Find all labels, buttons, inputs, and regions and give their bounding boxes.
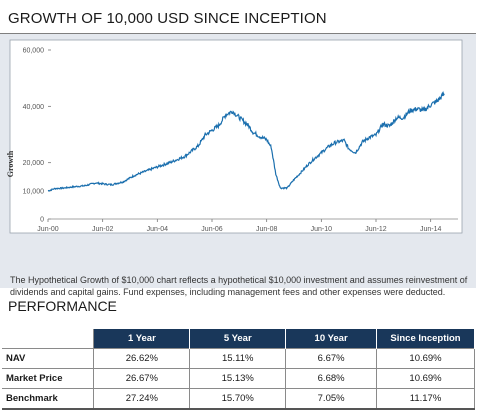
table-header-row: 1 Year 5 Year 10 Year Since Inception bbox=[2, 329, 475, 349]
table-row: Benchmark 27.24% 15.70% 7.05% 11.17% bbox=[2, 388, 475, 410]
growth-chart: Growth 0 10,000 20,000 40,000 60,000 Jun-00 Ju… bbox=[6, 39, 463, 234]
x-tick-label: Jun-00 bbox=[37, 226, 59, 233]
y-tick-label: 0 bbox=[40, 217, 44, 224]
x-tick-label: Jun-10 bbox=[311, 226, 333, 233]
y-axis-label: Growth bbox=[6, 150, 15, 177]
column-header-5-year: 5 Year bbox=[189, 329, 287, 349]
column-header-1-year: 1 Year bbox=[93, 329, 191, 349]
table-row: NAV 26.62% 15.11% 6.67% 10.69% bbox=[2, 348, 475, 369]
plot-background bbox=[9, 39, 463, 234]
row-label-benchmark: Benchmark bbox=[2, 388, 95, 410]
table-cell: 6.67% bbox=[285, 348, 378, 369]
table-cell: 10.69% bbox=[376, 368, 475, 389]
chart-footnote: The Hypothetical Growth of $10,000 chart… bbox=[10, 275, 468, 297]
table-cell: 10.69% bbox=[376, 348, 475, 369]
table-cell: 7.05% bbox=[285, 388, 378, 410]
x-tick-label: Jun-04 bbox=[147, 226, 169, 233]
row-label-nav: NAV bbox=[2, 348, 95, 369]
header-blank-cell bbox=[2, 329, 95, 349]
chart-panel: Growth 0 10,000 20,000 40,000 60,000 Jun-00 Ju… bbox=[0, 34, 476, 297]
performance-title: PERFORMANCE bbox=[8, 298, 117, 314]
table-cell: 27.24% bbox=[93, 388, 191, 410]
y-tick-label: 60,000 bbox=[23, 48, 45, 55]
table-cell: 6.68% bbox=[285, 368, 378, 389]
table-row: Market Price 26.67% 15.13% 6.68% 10.69% bbox=[2, 368, 475, 389]
y-tick-label: 10,000 bbox=[23, 188, 45, 195]
x-tick-label: Jun-14 bbox=[420, 226, 442, 233]
row-label-market-price: Market Price bbox=[2, 368, 95, 389]
table-cell: 15.11% bbox=[189, 348, 287, 369]
column-header-10-year: 10 Year bbox=[285, 329, 378, 349]
table-cell: 26.67% bbox=[93, 368, 191, 389]
table-cell: 26.62% bbox=[93, 348, 191, 369]
growth-chart-title: GROWTH OF 10,000 USD SINCE INCEPTION bbox=[8, 10, 327, 27]
title-divider bbox=[0, 33, 476, 34]
growth-series-line bbox=[47, 90, 445, 192]
x-tick-label: Jun-08 bbox=[256, 226, 278, 233]
y-tick-label: 40,000 bbox=[23, 104, 45, 111]
x-tick-label: Jun-06 bbox=[201, 226, 223, 233]
performance-table: 1 Year 5 Year 10 Year Since Inception NA… bbox=[2, 329, 475, 410]
table-cell: 15.70% bbox=[189, 388, 287, 410]
y-tick-label: 20,000 bbox=[23, 160, 45, 167]
table-cell: 15.13% bbox=[189, 368, 287, 389]
x-tick-label: Jun-02 bbox=[92, 226, 114, 233]
column-header-since-inception: Since Inception bbox=[376, 329, 475, 349]
x-tick-label: Jun-12 bbox=[365, 226, 387, 233]
table-cell: 11.17% bbox=[376, 388, 475, 410]
